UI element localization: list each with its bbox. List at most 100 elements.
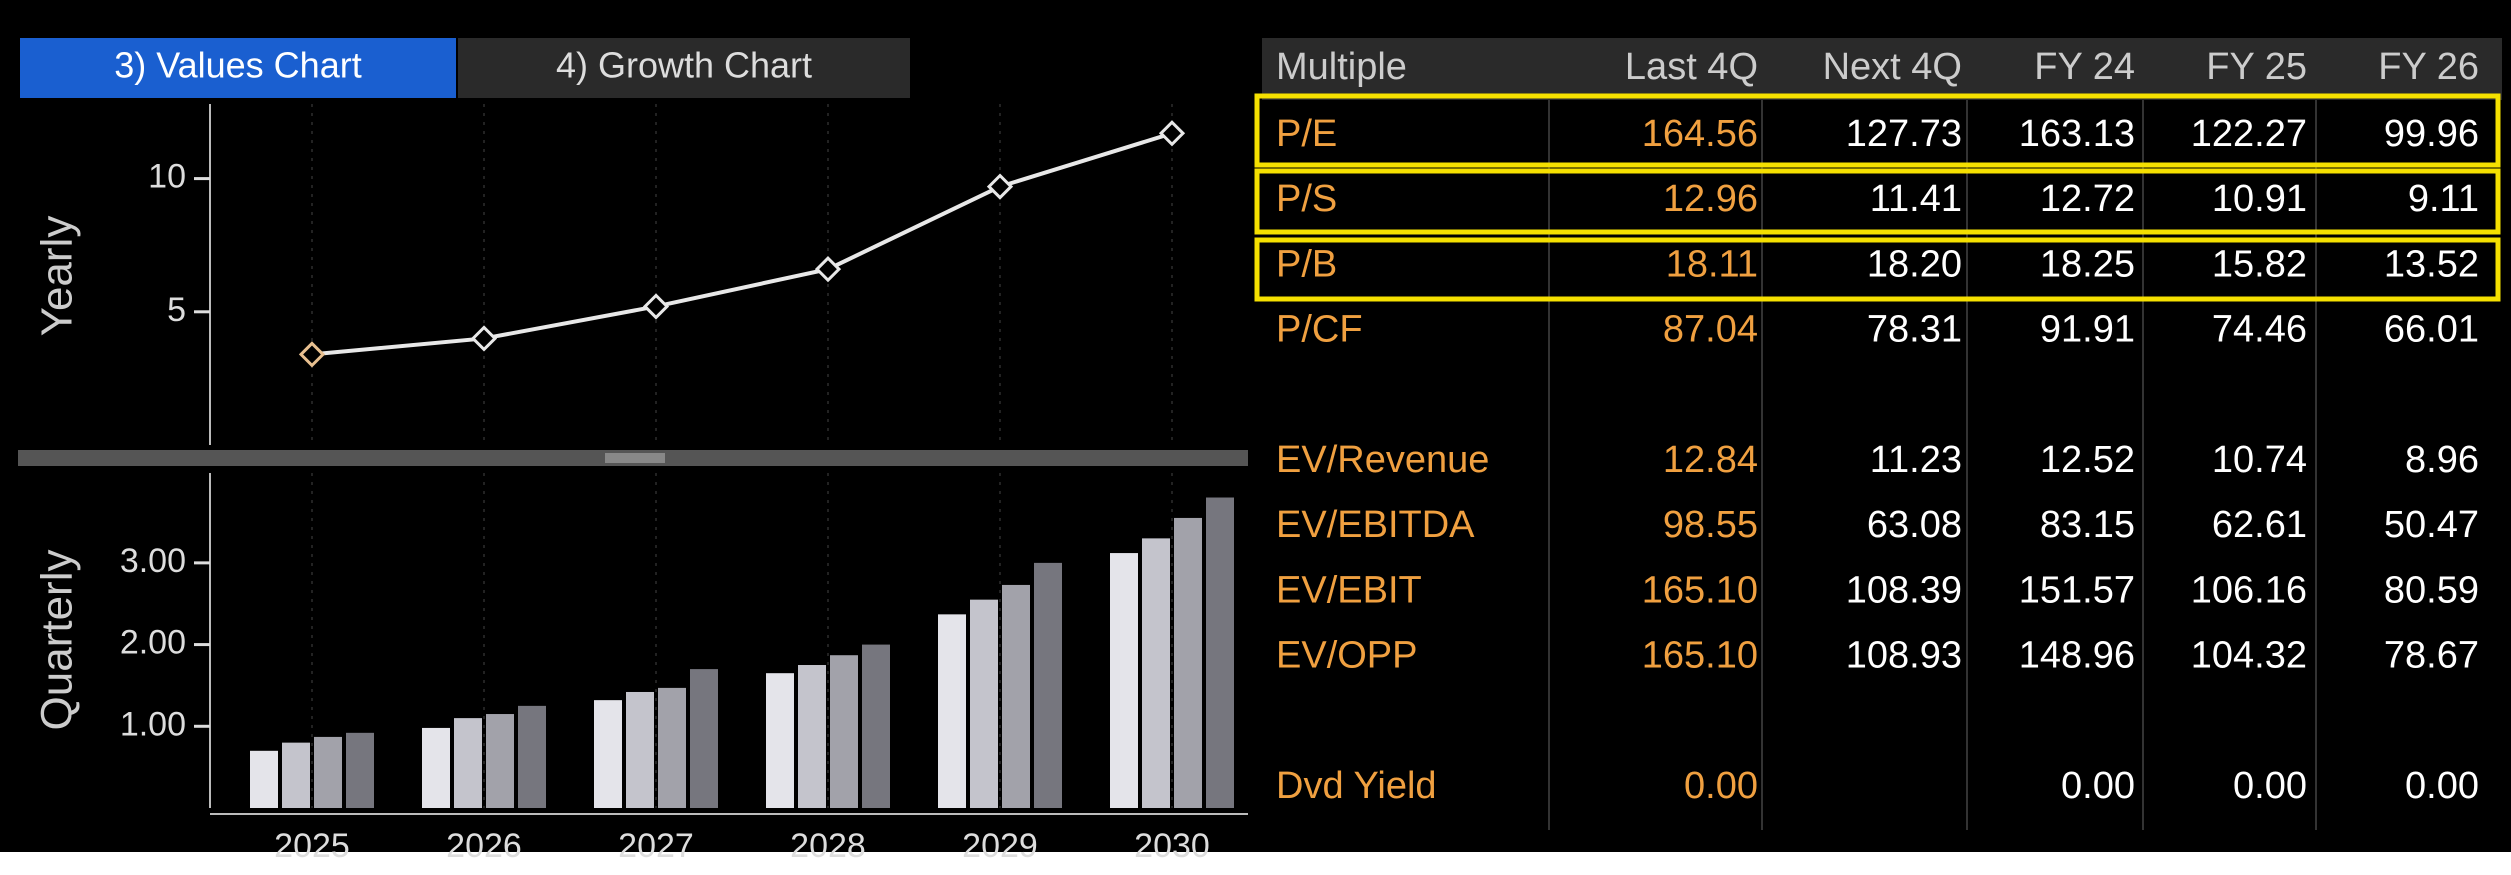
cell: 13.52 (2384, 243, 2479, 285)
x-tick-label: 2029 (962, 827, 1038, 865)
bar (766, 673, 794, 808)
bar (938, 614, 966, 808)
x-tick-label: 2028 (790, 827, 866, 865)
bar (1142, 538, 1170, 808)
bar (346, 732, 374, 808)
cell: 165.10 (1642, 569, 1758, 611)
bar (1206, 497, 1234, 808)
y-axis-label: Quarterly (33, 550, 82, 731)
column-header: FY 24 (2034, 46, 2135, 88)
point (470, 325, 498, 352)
cell: 9.11 (2408, 178, 2479, 220)
highlight-boxes (1254, 93, 2501, 302)
cell: 127.73 (1846, 113, 1962, 155)
bottom-strip (0, 852, 2511, 875)
row-label: EV/OPP (1276, 635, 1418, 677)
point (986, 173, 1014, 200)
cell: 148.96 (2019, 635, 2135, 677)
cell: 8.96 (2405, 439, 2479, 481)
cell: 0.00 (2061, 765, 2135, 807)
cell: 83.15 (2040, 504, 2135, 546)
bar (798, 665, 826, 808)
cell: 122.27 (2191, 113, 2307, 155)
bar (518, 705, 546, 808)
row-label: EV/Revenue (1276, 439, 1489, 481)
bar (1110, 553, 1138, 808)
cell: 87.04 (1663, 309, 1758, 351)
cell: 11.23 (1870, 439, 1962, 481)
column-header: Last 4Q (1625, 46, 1758, 88)
cell: 104.32 (2191, 635, 2307, 677)
row-label: EV/EBITDA (1276, 504, 1475, 546)
row-label: P/CF (1276, 309, 1363, 351)
row-label: EV/EBIT (1276, 569, 1422, 611)
cell: 0.00 (2405, 765, 2479, 807)
cell: 62.61 (2212, 504, 2307, 546)
bar (314, 736, 342, 808)
highlight-box (1254, 93, 2501, 168)
cell: 10.91 (2212, 178, 2307, 220)
y-tick-label: 3.00 (120, 542, 186, 580)
row-label: Dvd Yield (1276, 765, 1437, 807)
cell: 18.11 (1666, 243, 1758, 285)
row-label: P/E (1276, 113, 1337, 155)
cell: 12.84 (1663, 439, 1758, 481)
cell: 78.67 (2384, 635, 2479, 677)
bar (594, 700, 622, 808)
cell: 106.16 (2191, 569, 2307, 611)
cell: 164.56 (1642, 113, 1758, 155)
cell: 50.47 (2384, 504, 2479, 546)
column-header: Multiple (1276, 46, 1407, 88)
cell: 12.96 (1663, 178, 1758, 220)
cell: 0.00 (2233, 765, 2307, 807)
bar (862, 644, 890, 808)
bar (1002, 584, 1030, 808)
cell: 12.72 (2040, 178, 2135, 220)
row-label: P/B (1276, 243, 1337, 285)
point (642, 293, 670, 320)
table-header-bg (1262, 38, 2502, 100)
y-tick-label: 10 (148, 158, 186, 196)
bar (1034, 562, 1062, 808)
cell: 10.74 (2212, 439, 2307, 481)
cell: 99.96 (2384, 113, 2479, 155)
bar (250, 750, 278, 808)
cell: 151.57 (2019, 569, 2135, 611)
cell: 108.39 (1846, 569, 1962, 611)
bar (1174, 517, 1202, 808)
tab-label[interactable]: 4) Growth Chart (556, 45, 812, 86)
bar (690, 669, 718, 808)
cell: 98.55 (1663, 504, 1758, 546)
tab-active[interactable] (20, 38, 456, 98)
tab-label[interactable]: 3) Values Chart (114, 45, 361, 86)
cell: 91.91 (2040, 309, 2135, 351)
cell: 11.41 (1870, 178, 1962, 220)
line (311, 131, 1173, 357)
cell: 0.00 (1684, 765, 1758, 807)
bar (486, 714, 514, 808)
bar (830, 655, 858, 808)
x-tick-label: 2030 (1134, 827, 1210, 865)
cell: 18.20 (1867, 243, 1962, 285)
cell: 12.52 (2040, 439, 2135, 481)
y-tick-label: 5 (167, 291, 186, 329)
divider-handle (605, 453, 665, 463)
tab-inactive[interactable] (458, 38, 910, 98)
point (298, 341, 326, 368)
cell: 165.10 (1642, 635, 1758, 677)
x-tick-label: 2026 (446, 827, 522, 865)
y-axis-label: Yearly (33, 216, 82, 337)
column-header: Next 4Q (1823, 46, 1962, 88)
highlight-box (1254, 237, 2501, 302)
cell: 163.13 (2019, 113, 2135, 155)
row-label: P/S (1276, 178, 1337, 220)
point (814, 256, 842, 283)
cell: 74.46 (2212, 309, 2307, 351)
cell: 66.01 (2384, 309, 2479, 351)
x-tick-label: 2027 (618, 827, 694, 865)
bar (970, 599, 998, 808)
cell: 15.82 (2212, 243, 2307, 285)
highlight-box (1254, 168, 2501, 235)
column-header: FY 25 (2206, 46, 2307, 88)
